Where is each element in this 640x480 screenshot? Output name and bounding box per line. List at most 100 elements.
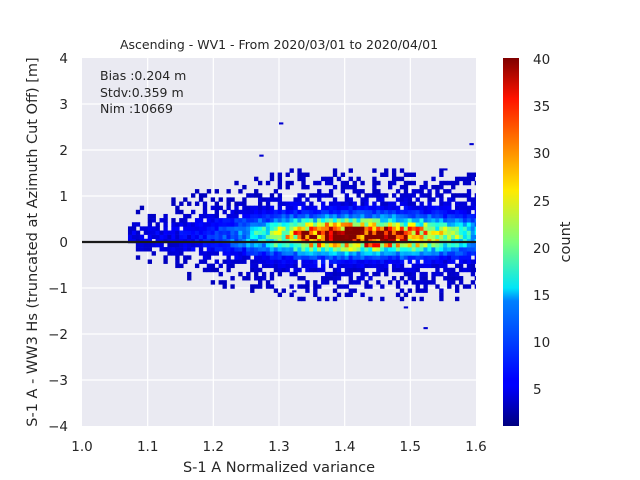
heatmap-cell [340,226,346,231]
heatmap-cell [474,230,476,235]
heatmap-cell [171,218,176,223]
heatmap-cell [372,242,377,248]
heatmap-cell [399,296,405,302]
heatmap-cell [352,234,357,240]
heatmap-cell [289,284,294,289]
heatmap-cell [289,230,294,235]
heatmap-cell [151,242,156,248]
heatmap-cell [328,201,334,206]
heatmap-cell [127,230,133,235]
heatmap-cell [317,296,322,302]
heatmap-cell [218,263,223,269]
heatmap-cell [427,263,432,269]
heatmap-cell [443,213,448,219]
heatmap-cell [423,213,428,219]
heatmap-cell [328,193,334,198]
heatmap-cell [344,184,350,190]
heatmap-cell [198,251,204,256]
heatmap-cell [336,218,342,223]
heatmap-cell [254,251,259,256]
heatmap-cell [246,247,251,252]
heatmap-cell [368,259,373,264]
heatmap-cell [364,213,369,219]
heatmap-cell [364,247,369,252]
heatmap-cell [423,234,428,240]
heatmap-cell [179,234,184,240]
heatmap-cell [281,242,286,248]
heatmap-cell [324,296,330,302]
heatmap-cell [202,205,208,211]
heatmap-cell [167,234,172,240]
heatmap-cell [238,234,243,240]
heatmap-cell [462,255,468,260]
heatmap-cell [423,193,428,198]
heatmap-cell [451,230,456,235]
heatmap-cell [348,288,353,293]
heatmap-cell [332,234,338,240]
heatmap-cell [147,218,153,223]
heatmap-cell [454,276,460,281]
heatmap-cell [202,234,208,240]
heatmap-cell [435,284,440,289]
heatmap-cell [285,259,290,264]
heatmap-cell [411,267,416,273]
heatmap-cell [301,276,306,281]
heatmap-cell [206,226,212,231]
heatmap-cell [250,251,255,256]
heatmap-cell [210,242,216,248]
heatmap-cell [187,222,192,227]
heatmap-cell [427,247,432,252]
heatmap-cell [289,234,294,240]
heatmap-cell [376,218,381,223]
heatmap-cell [163,259,168,264]
heatmap-cell [238,251,243,256]
heatmap-cell [415,205,420,211]
heatmap-cell [344,213,350,219]
heatmap-cell [151,234,156,240]
heatmap-cell [206,267,212,273]
heatmap-cell [254,176,259,182]
heatmap-cell [301,176,306,182]
heatmap-cell [305,284,310,289]
heatmap-cell [439,184,444,190]
heatmap-cell [285,222,290,227]
heatmap-cell [395,189,401,194]
heatmap-cell [470,251,476,256]
heatmap-cell [159,234,164,240]
y-axis-ticks: 4 3 2 1 0 −1 −2 −3 −4 [48,51,68,435]
heatmap-cell [242,259,247,264]
heatmap-cell [431,176,436,182]
heatmap-cell [360,242,365,248]
heatmap-cell [289,247,294,252]
heatmap-cell [281,222,286,227]
heatmap-cell [368,230,373,235]
heatmap-cell [289,226,294,231]
heatmap-cell [265,213,271,219]
heatmap-cell [427,234,432,240]
heatmap-cell [447,271,452,277]
heatmap-cell [321,276,326,281]
heatmap-cell [313,222,318,227]
heatmap-cell [372,255,377,260]
heatmap-cell [399,209,405,215]
heatmap-cell [454,247,460,252]
heatmap-cell [462,201,468,206]
heatmap-cell [466,205,472,211]
heatmap-cell [447,284,452,289]
heatmap-cell [360,213,365,219]
heatmap-cell [391,222,397,227]
heatmap-cell [171,251,176,256]
heatmap-cell [273,255,279,260]
heatmap-cell [340,255,346,260]
heatmap-cell [380,251,385,256]
heatmap-cell [317,218,322,223]
heatmap-cell [273,197,279,202]
heatmap-cell [273,230,279,235]
heatmap-cell [423,276,428,281]
heatmap-cell [265,197,271,202]
heatmap-cell [187,201,192,206]
heatmap-cell [427,193,432,198]
heatmap-cell [198,242,204,248]
heatmap-cell [321,259,326,264]
heatmap-cell [356,280,361,285]
